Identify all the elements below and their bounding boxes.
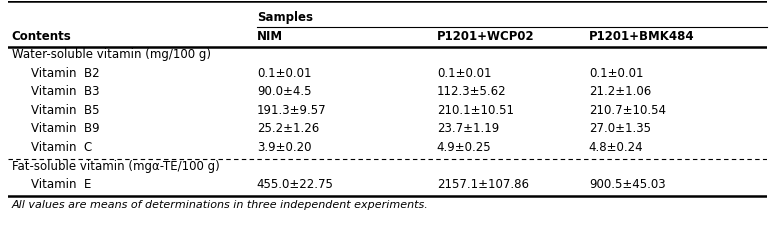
Text: Vitamin  B2: Vitamin B2: [30, 67, 99, 79]
Text: 455.0±22.75: 455.0±22.75: [257, 177, 334, 190]
Text: 23.7±1.19: 23.7±1.19: [437, 122, 499, 135]
Text: 900.5±45.03: 900.5±45.03: [589, 177, 666, 190]
Text: 21.2±1.06: 21.2±1.06: [589, 85, 651, 98]
Text: 210.1±10.51: 210.1±10.51: [437, 104, 514, 116]
Text: Fat-soluble vitamin (mgα-TE/100 g): Fat-soluble vitamin (mgα-TE/100 g): [12, 159, 219, 172]
Text: P1201+BMK484: P1201+BMK484: [589, 30, 694, 43]
Text: Contents: Contents: [12, 30, 71, 43]
Text: 4.9±0.25: 4.9±0.25: [437, 141, 491, 153]
Text: Water-soluble vitamin (mg/100 g): Water-soluble vitamin (mg/100 g): [12, 48, 211, 61]
Text: 27.0±1.35: 27.0±1.35: [589, 122, 651, 135]
Text: 4.8±0.24: 4.8±0.24: [589, 141, 643, 153]
Text: Vitamin  C: Vitamin C: [30, 141, 91, 153]
Text: 210.7±10.54: 210.7±10.54: [589, 104, 666, 116]
Text: Vitamin  B5: Vitamin B5: [30, 104, 99, 116]
Text: 2157.1±107.86: 2157.1±107.86: [437, 177, 529, 190]
Text: Vitamin  B3: Vitamin B3: [30, 85, 99, 98]
Text: Vitamin  B9: Vitamin B9: [30, 122, 99, 135]
Text: 0.1±0.01: 0.1±0.01: [437, 67, 491, 79]
Text: 90.0±4.5: 90.0±4.5: [257, 85, 312, 98]
Text: NIM: NIM: [257, 30, 283, 43]
Text: Vitamin  E: Vitamin E: [30, 177, 91, 190]
Text: Samples: Samples: [257, 11, 313, 24]
Text: 112.3±5.62: 112.3±5.62: [437, 85, 507, 98]
Text: 0.1±0.01: 0.1±0.01: [589, 67, 643, 79]
Text: 0.1±0.01: 0.1±0.01: [257, 67, 312, 79]
Text: All values are means of determinations in three independent experiments.: All values are means of determinations i…: [12, 200, 429, 210]
Text: 3.9±0.20: 3.9±0.20: [257, 141, 312, 153]
Text: 25.2±1.26: 25.2±1.26: [257, 122, 319, 135]
Text: P1201+WCP02: P1201+WCP02: [437, 30, 535, 43]
Text: 191.3±9.57: 191.3±9.57: [257, 104, 326, 116]
